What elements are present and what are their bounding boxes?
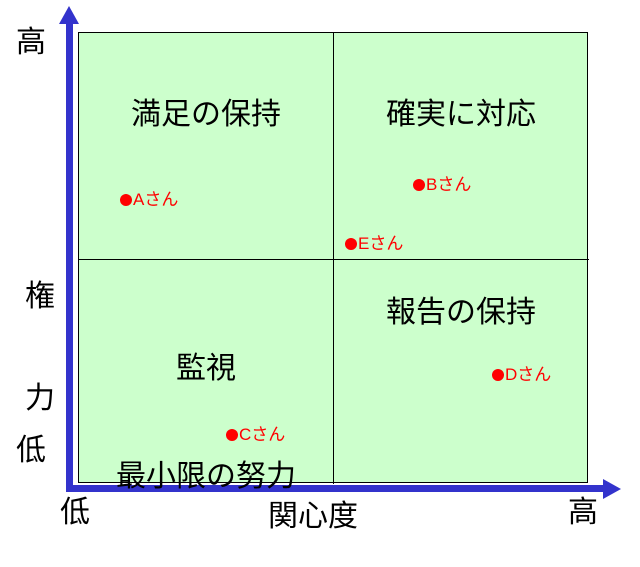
data-point-b[interactable]: Bさん (413, 176, 471, 193)
data-point-label-c: Cさん (239, 425, 286, 444)
x-axis-low-label: 低 (60, 496, 90, 529)
stakeholder-matrix-diagram: 高 低 権 力 低 高 関心度 満足の保持 確実に対応 監視 最小限の努力 報告… (16, 6, 621, 533)
quadrant-label-bottom-left: 監視 最小限の努力 (79, 279, 333, 567)
x-axis-high-label: 高 (568, 496, 598, 529)
y-axis-title-char-2: 力 (25, 382, 55, 415)
data-point-dot-icon (120, 193, 132, 206)
data-point-label-d: Dさん (505, 365, 552, 384)
data-point-dot-icon (413, 178, 425, 191)
data-point-d[interactable]: Dさん (492, 366, 551, 383)
data-point-a[interactable]: Aさん (120, 191, 178, 208)
x-axis-title: 関心度 (268, 500, 358, 533)
quadrant-label-top-right: 確実に対応 (386, 98, 536, 131)
data-point-e[interactable]: Eさん (345, 235, 403, 252)
quadrant-label-bottom-left-line2: 最小限の努力 (116, 460, 296, 493)
quadrant-label-top-left: 満足の保持 (131, 98, 281, 131)
y-axis-high-label: 高 (16, 26, 46, 59)
quadrant-label-bottom-right: 報告の保持 (386, 296, 536, 329)
quadrant-divider-horizontal (79, 259, 589, 260)
y-axis-title: 権 力 (20, 212, 60, 484)
data-point-c[interactable]: Cさん (226, 426, 285, 443)
quadrant-label-bottom-left-line1: 監視 (176, 352, 236, 385)
data-point-label-b: Bさん (426, 175, 472, 194)
x-axis-arrowhead-icon (603, 479, 621, 499)
data-point-dot-icon (226, 428, 238, 441)
x-axis-line (66, 485, 606, 492)
data-point-label-a: Aさん (133, 190, 179, 209)
y-axis-line (66, 22, 73, 492)
y-axis-low-label: 低 (16, 434, 46, 467)
matrix-plot-area: 満足の保持 確実に対応 監視 最小限の努力 報告の保持 Aさん Bさん Eさん … (78, 32, 589, 493)
data-point-label-e: Eさん (358, 234, 404, 253)
y-axis-arrowhead-icon (59, 6, 79, 24)
quadrant-divider-vertical (333, 33, 334, 484)
data-point-dot-icon (492, 368, 504, 381)
y-axis-title-char-1: 権 (25, 280, 55, 313)
data-point-dot-icon (345, 237, 357, 250)
